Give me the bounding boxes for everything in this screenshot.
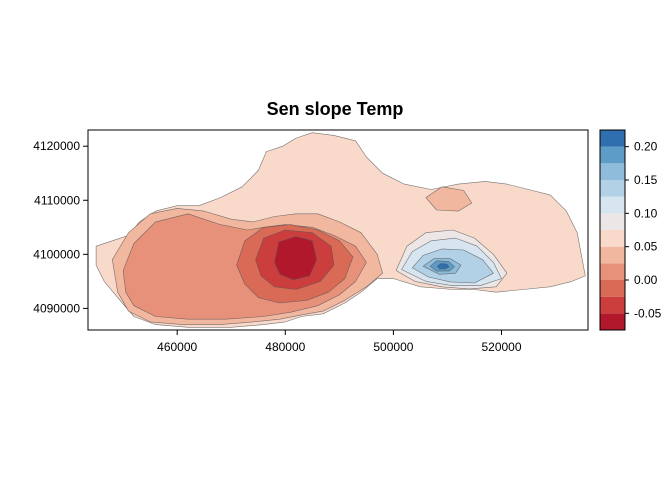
colorbar-swatch: [600, 180, 625, 197]
y-tick-label: 4090000: [33, 301, 80, 315]
colorbar-tick-label: -0.05: [634, 306, 662, 320]
colorbar-swatch: [600, 146, 625, 164]
contour-region-6: [274, 236, 317, 281]
heatmap-regions: [95, 132, 586, 328]
y-axis: 4090000 4100000 4110000 4120000: [33, 139, 88, 315]
y-tick-label: 4120000: [33, 139, 80, 153]
colorbar-tick-label: 0.10: [634, 206, 658, 220]
colorbar-swatch: [600, 246, 625, 264]
y-tick-label: 4110000: [34, 193, 80, 207]
colorbar-tick-label: 0.20: [634, 140, 658, 154]
colorbar-frame: [599, 129, 626, 331]
x-tick-label: 460000: [157, 340, 197, 354]
colorbar-swatch: [600, 213, 625, 230]
colorbar-swatch: [600, 163, 625, 180]
chart-title: Sen slope Temp: [267, 99, 404, 119]
x-tick-label: 520000: [481, 340, 521, 354]
y-tick-label: 4100000: [33, 247, 80, 261]
colorbar-swatch: [600, 313, 625, 330]
x-tick-label: 480000: [265, 340, 305, 354]
colorbar-swatch: [600, 263, 625, 280]
colorbar-swatch: [600, 280, 625, 297]
contour-region-12: [436, 263, 450, 270]
colorbar-tick-label: 0.05: [634, 240, 658, 254]
colorbar-tick-label: 0.00: [634, 273, 658, 287]
plot-frame: [87, 129, 589, 331]
colorbar-swatch: [600, 230, 625, 247]
contour-region-2: [425, 186, 473, 212]
colorbar-legend: -0.05 0.00 0.05 0.10 0.15 0.20: [599, 129, 662, 331]
colorbar-tick-label: 0.15: [634, 173, 658, 187]
x-tick-label: 500000: [373, 340, 413, 354]
colorbar-swatch: [600, 196, 625, 214]
colorbar-swatch: [600, 130, 625, 147]
x-axis: 460000 480000 500000 520000: [157, 330, 522, 354]
colorbar-swatch: [600, 296, 625, 314]
